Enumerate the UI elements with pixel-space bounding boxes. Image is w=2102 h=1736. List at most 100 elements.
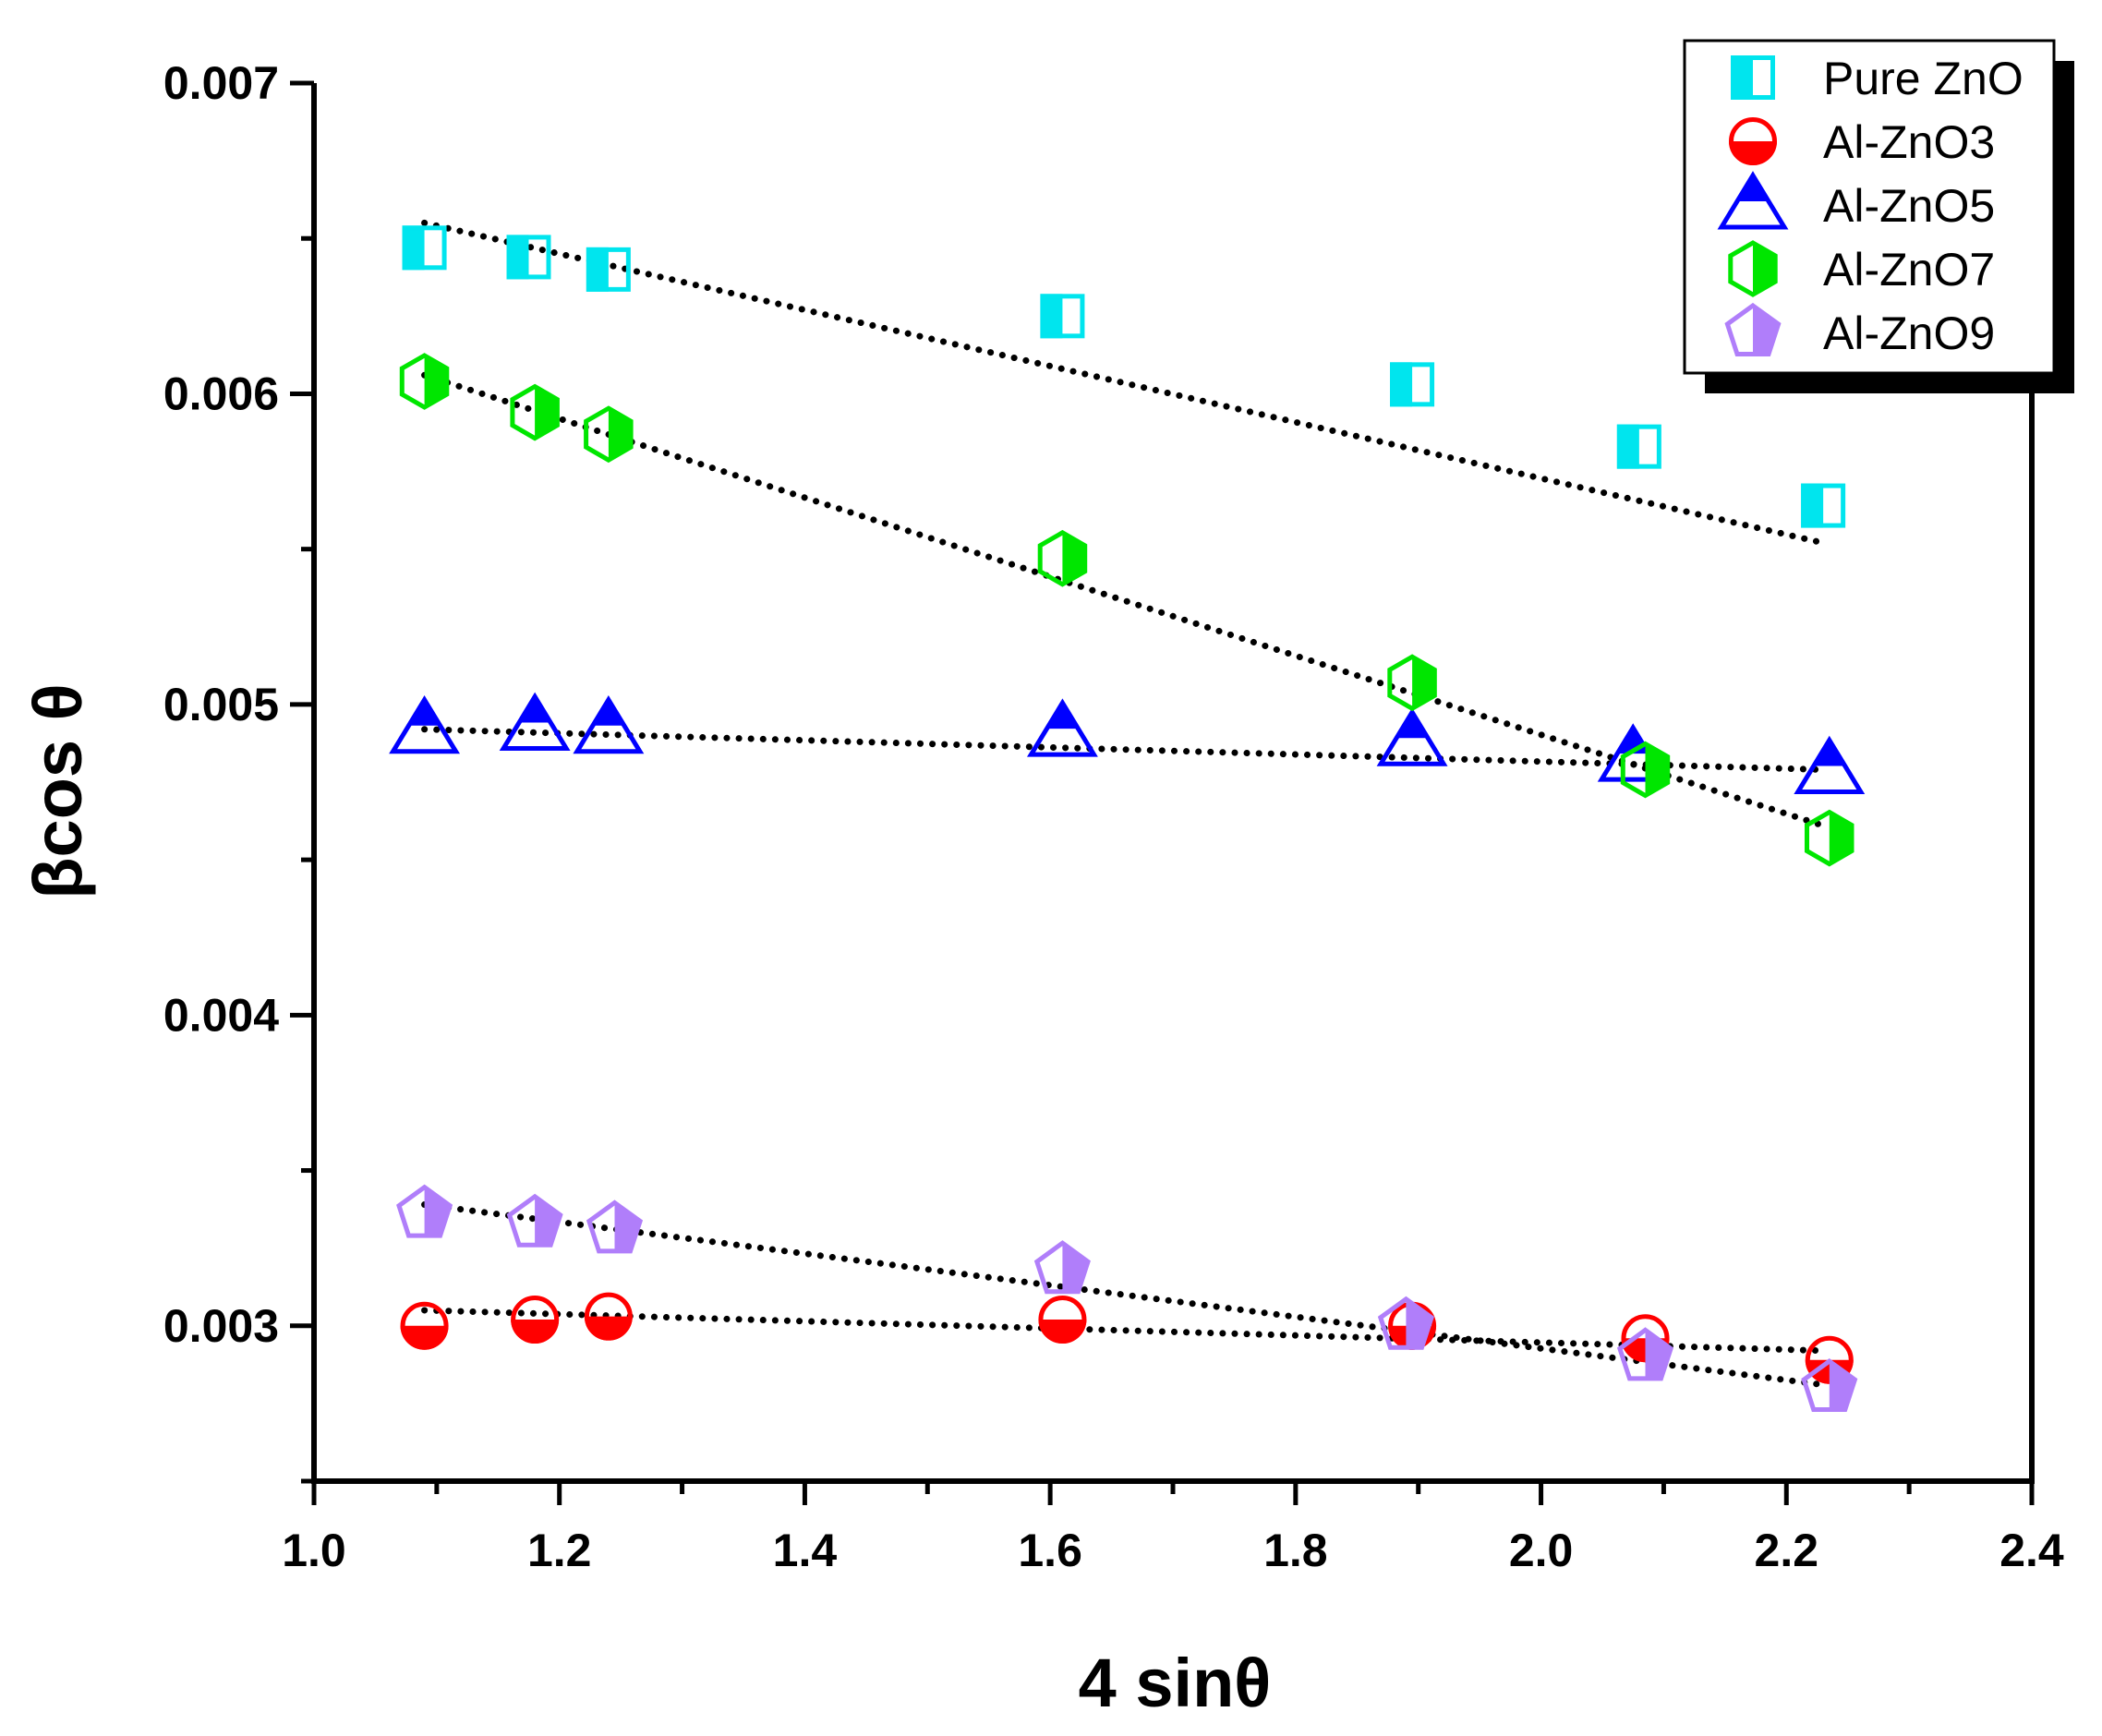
- data-point-pure-zno: [1801, 483, 1846, 528]
- marker-outline: [1801, 1358, 1858, 1412]
- marker-outline: [1040, 294, 1085, 339]
- data-point-al-zno7: [1037, 529, 1088, 587]
- marker-outline: [389, 694, 461, 754]
- data-point-al-zno3: [400, 1301, 449, 1350]
- marker-outline: [1037, 529, 1088, 587]
- data-markers: [389, 225, 1866, 1412]
- data-point-al-zno5: [1376, 707, 1448, 766]
- legend-marker-al-zno3: [1729, 117, 1777, 165]
- x-tick-label: 2.2: [1755, 1525, 1819, 1576]
- marker-fill: [592, 699, 624, 726]
- marker-outline: [1387, 654, 1437, 712]
- x-tick-label: 1.6: [1018, 1525, 1082, 1576]
- tick-labels: 1.0 1.2 1.4 1.6 1.8 2.0 2.2 2.4 0.003 0.004 0.005 0…: [163, 57, 2064, 1576]
- data-point-pure-zno: [506, 235, 551, 280]
- marker-outline: [1616, 424, 1661, 469]
- legend-label-al-zno9: Al-ZnO9: [1823, 307, 1995, 359]
- y-tick-label: 0.006: [163, 368, 279, 419]
- y-tick-label: 0.003: [163, 1300, 279, 1352]
- x-tick-label: 2.0: [1509, 1525, 1574, 1576]
- data-point-pure-zno: [1040, 294, 1085, 339]
- legend-marker-al-zno7: [1728, 240, 1778, 297]
- marker-outline: [1390, 362, 1435, 407]
- marker-outline: [396, 1184, 453, 1238]
- marker-outline: [402, 225, 447, 271]
- marker-outline: [511, 1296, 560, 1344]
- marker-fill: [1396, 712, 1429, 739]
- data-point-al-zno5: [389, 694, 461, 754]
- data-point-al-zno7: [1620, 741, 1671, 799]
- fit-line-al-zno9: [421, 1201, 1827, 1389]
- marker-outline: [1038, 1296, 1087, 1344]
- x-tick-label: 2.4: [1999, 1525, 2064, 1576]
- data-point-al-zno7: [399, 353, 450, 410]
- data-point-al-zno5: [499, 692, 571, 751]
- y-tick-label: 0.004: [163, 989, 279, 1041]
- fit-line-al-zno7: [421, 371, 1827, 829]
- marker-fill: [1062, 532, 1085, 585]
- data-point-al-zno9: [506, 1193, 563, 1248]
- marker-outline: [499, 692, 571, 751]
- fit-line-pure-zno: [421, 219, 1827, 547]
- x-tick-label: 1.0: [282, 1525, 346, 1576]
- data-point-al-zno3: [511, 1296, 560, 1344]
- y-tick-label: 0.005: [163, 679, 279, 730]
- data-point-al-zno5: [1026, 698, 1098, 757]
- marker-outline: [1794, 735, 1866, 795]
- data-point-al-zno7: [584, 405, 634, 464]
- marker-outline: [1376, 707, 1448, 766]
- marker-fill: [1829, 812, 1852, 864]
- marker-outline: [1805, 1335, 1854, 1384]
- marker-fill: [1645, 743, 1668, 796]
- marker-outline: [1620, 741, 1671, 799]
- marker-fill: [408, 699, 441, 726]
- data-point-al-zno3: [584, 1292, 633, 1341]
- data-point-al-zno9: [1801, 1358, 1858, 1412]
- marker-outline: [399, 353, 450, 410]
- marker-outline: [1616, 1327, 1674, 1381]
- marker-outline: [1033, 1240, 1091, 1295]
- legend-label-al-zno5: Al-ZnO5: [1823, 180, 1995, 232]
- legend: Pure ZnO Al-ZnO3 Al-ZnO5 Al-ZnO7 Al-ZnO9: [1683, 39, 2074, 393]
- y-axis-title: βcos θ: [19, 683, 96, 898]
- data-point-al-zno3: [1038, 1296, 1087, 1344]
- marker-outline: [1729, 117, 1777, 165]
- marker-outline: [1717, 171, 1789, 230]
- data-point-al-zno9: [1033, 1240, 1091, 1295]
- data-point-al-zno7: [510, 383, 560, 441]
- marker-fill: [535, 386, 558, 439]
- x-tick-label: 1.4: [773, 1525, 838, 1576]
- data-point-al-zno9: [1616, 1327, 1674, 1381]
- marker-outline: [573, 694, 645, 754]
- marker-outline: [586, 1200, 644, 1254]
- marker-outline: [1805, 809, 1854, 867]
- marker-outline: [1801, 483, 1846, 528]
- data-point-al-zno7: [1805, 809, 1854, 867]
- marker-outline: [400, 1301, 449, 1350]
- marker-outline: [510, 383, 560, 441]
- legend-marker-pure-zno: [1731, 55, 1775, 100]
- data-point-pure-zno: [586, 247, 631, 292]
- marker-outline: [586, 247, 631, 292]
- legend-label-al-zno7: Al-ZnO7: [1823, 244, 1995, 295]
- fit-line-al-zno3: [421, 1307, 1827, 1355]
- marker-outline: [584, 405, 634, 464]
- marker-outline: [506, 1193, 563, 1248]
- data-point-al-zno5: [1794, 735, 1866, 795]
- data-point-pure-zno: [1390, 362, 1435, 407]
- legend-marker-al-zno5: [1717, 171, 1789, 230]
- data-point-al-zno7: [1387, 654, 1437, 712]
- marker-fill: [1737, 175, 1769, 201]
- marker-fill: [608, 408, 632, 461]
- marker-outline: [1026, 698, 1098, 757]
- marker-outline: [1731, 55, 1775, 100]
- marker-fill: [424, 356, 447, 407]
- legend-marker-al-zno9: [1724, 302, 1782, 356]
- marker-fill: [1046, 703, 1079, 729]
- data-point-pure-zno: [402, 225, 447, 271]
- data-point-al-zno9: [586, 1200, 644, 1254]
- marker-fill: [519, 696, 551, 723]
- marker-fill: [1412, 657, 1435, 709]
- data-point-al-zno9: [396, 1184, 453, 1238]
